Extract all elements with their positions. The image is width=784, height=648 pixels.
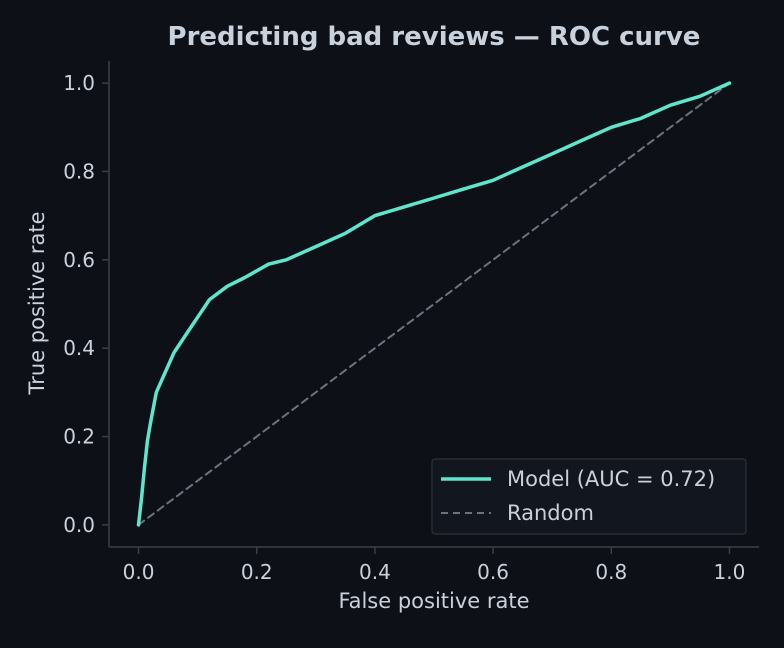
legend-label-random: Random [507, 501, 594, 525]
y-ticks: 0.0 0.2 0.4 0.6 0.8 1.0 [63, 71, 109, 537]
x-tick-label: 0.4 [359, 560, 391, 584]
y-tick-label: 0.8 [63, 159, 95, 183]
model-roc-curve [136, 81, 732, 527]
x-ticks: 0.0 0.2 0.4 0.6 0.8 1.0 [123, 547, 746, 584]
x-axis-label: False positive rate [338, 589, 529, 613]
y-tick-label: 0.4 [63, 336, 95, 360]
legend-box [431, 458, 747, 535]
x-tick-label: 0.8 [595, 560, 627, 584]
x-tick-label: 0.0 [123, 560, 155, 584]
chart-title: Predicting bad reviews — ROC curve [168, 22, 701, 52]
x-tick-label: 1.0 [714, 560, 746, 584]
axes [108, 61, 759, 548]
y-tick-label: 0.6 [63, 248, 95, 272]
y-tick-label: 0.2 [63, 425, 95, 449]
y-axis-label: True positive rate [25, 212, 49, 396]
y-tick-label: 1.0 [63, 71, 95, 95]
y-tick-label: 0.0 [63, 513, 95, 537]
legend-label-model: Model (AUC = 0.72) [507, 467, 715, 491]
x-tick-label: 0.6 [477, 560, 509, 584]
series-layer [136, 81, 732, 527]
x-tick-label: 0.2 [241, 560, 273, 584]
random-baseline-line [137, 82, 731, 526]
legend: Model (AUC = 0.72) Random [431, 458, 747, 535]
